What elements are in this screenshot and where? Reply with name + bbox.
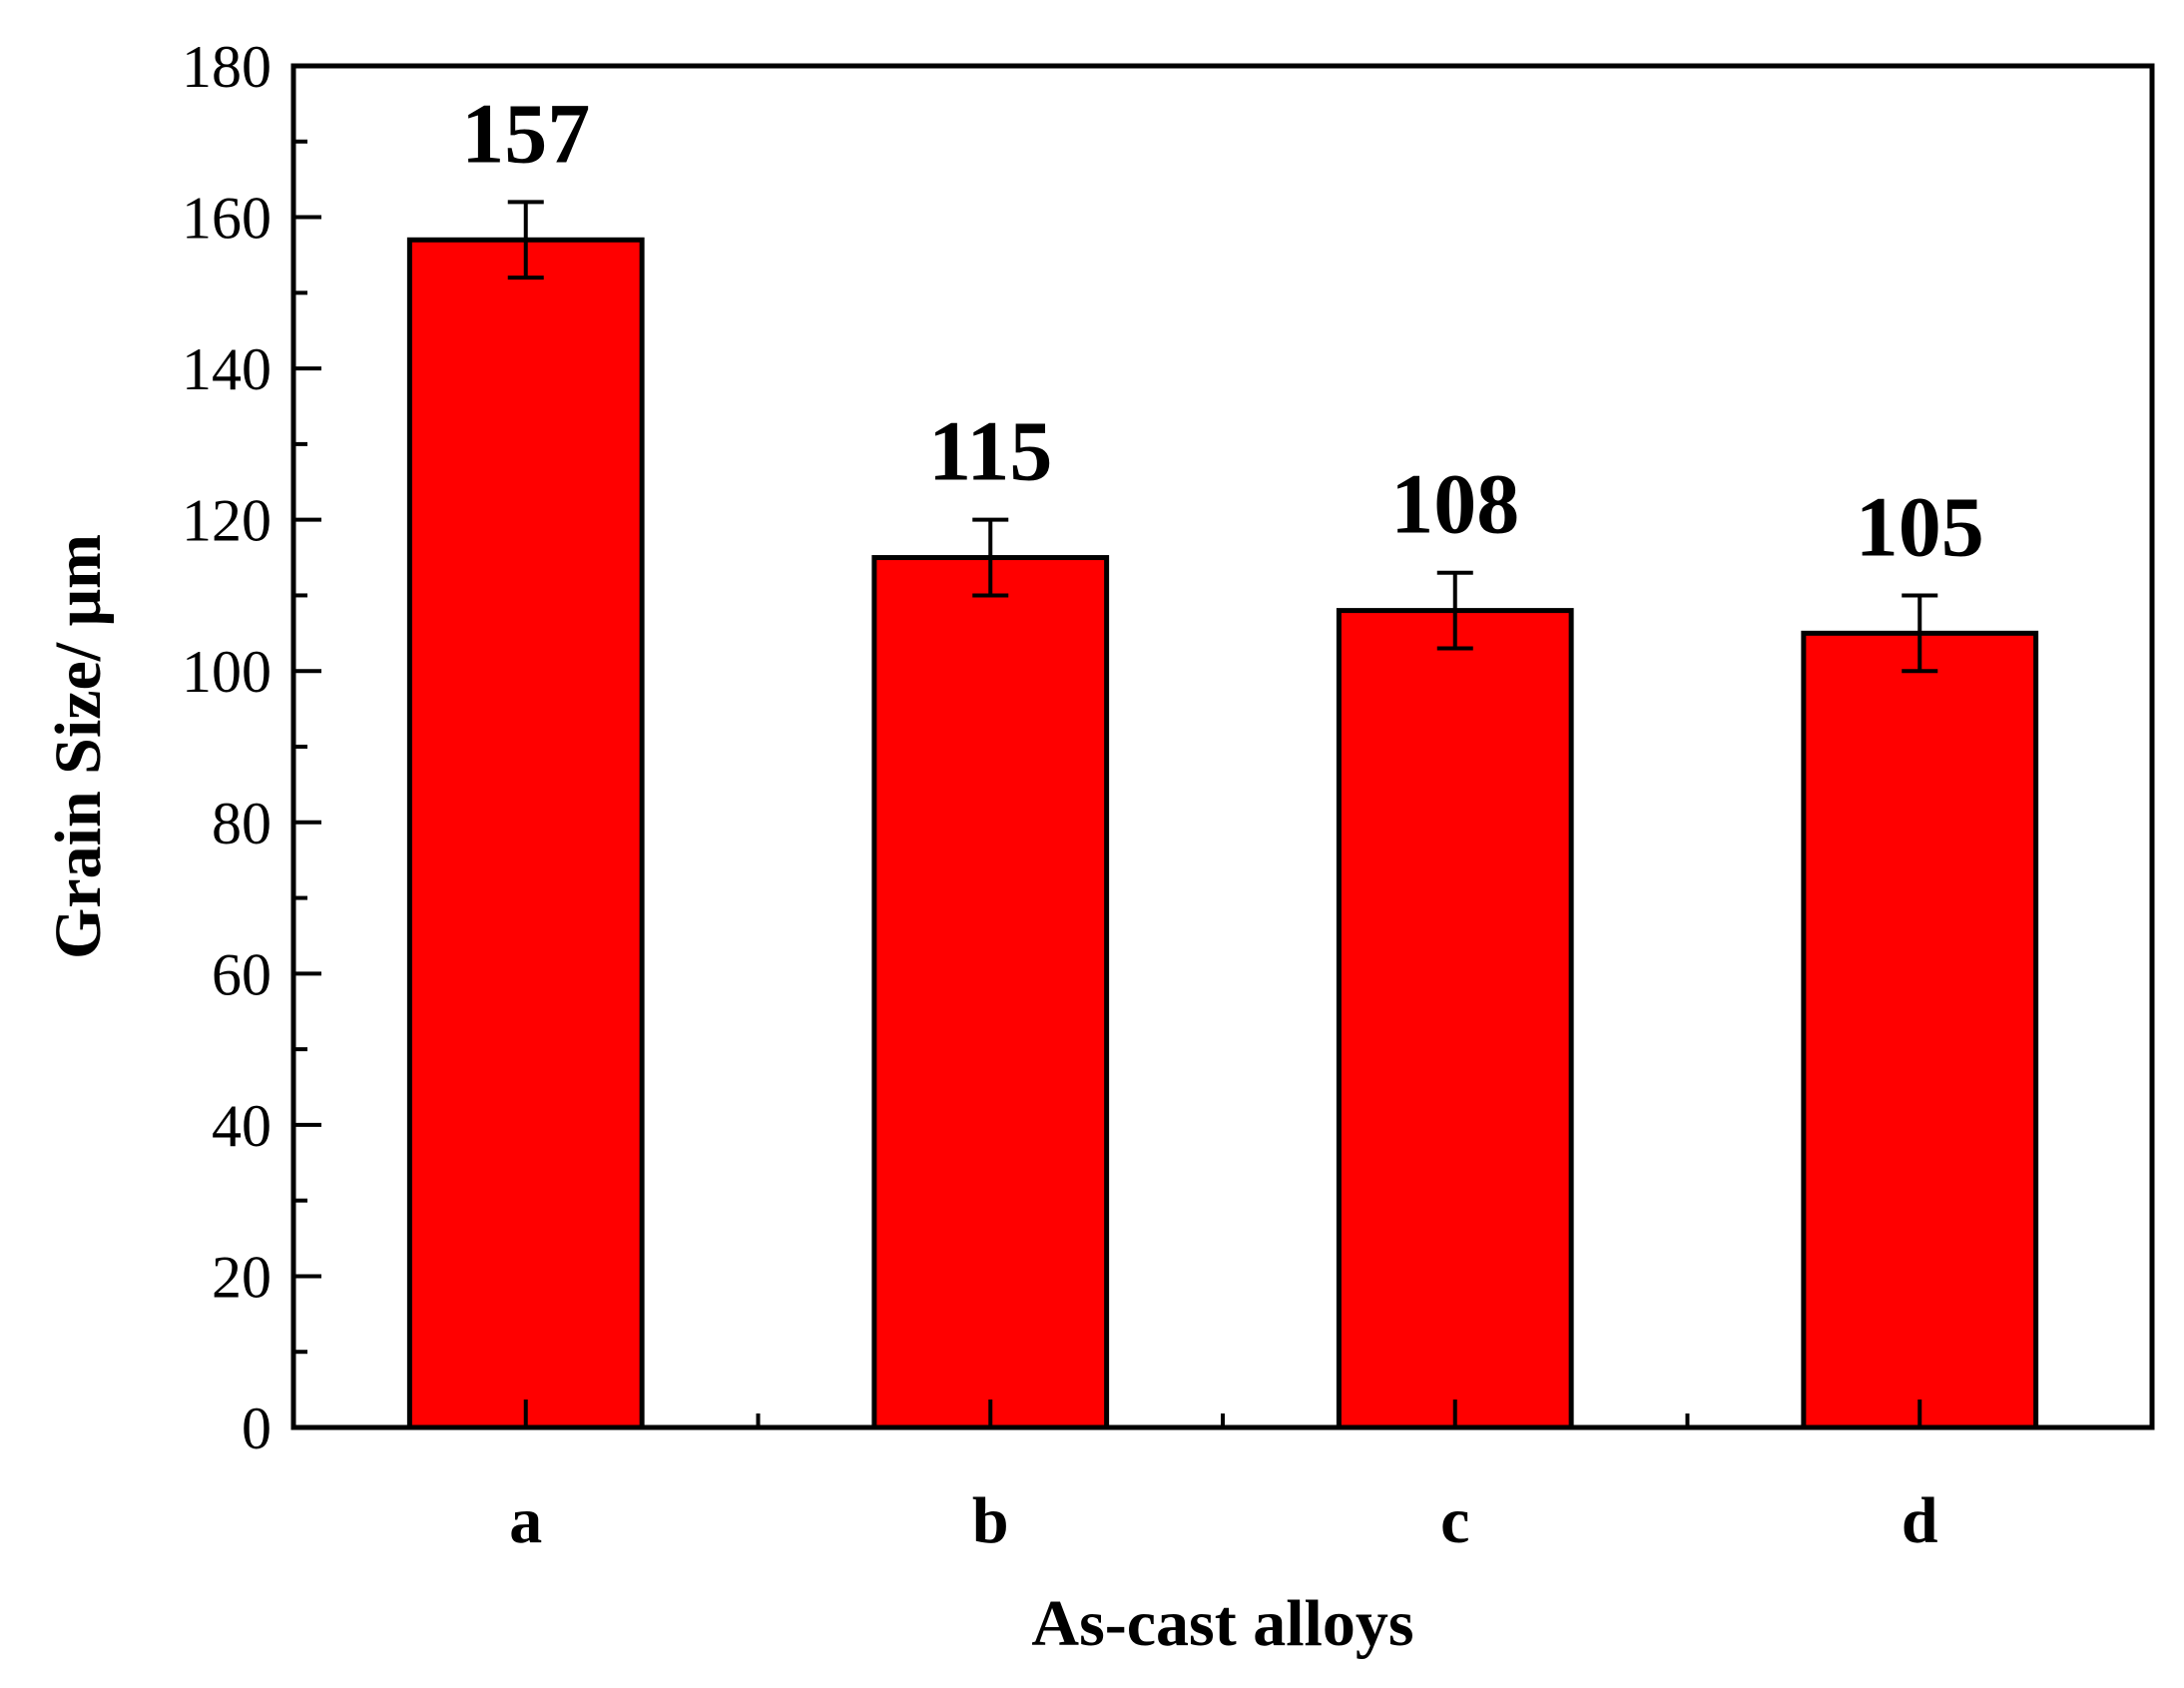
x-tick-label-d: d (1902, 1484, 1938, 1557)
y-axis-title: Grain Size/ μm (42, 534, 115, 959)
y-tick-label-120: 120 (182, 488, 272, 554)
x-axis-title: As-cast alloys (1031, 1587, 1413, 1660)
error-bar-d (1902, 593, 1938, 674)
y-tick-label-140: 140 (182, 336, 272, 402)
y-tick-label-40: 40 (212, 1093, 272, 1159)
bar-c (1336, 608, 1574, 1430)
error-bars-layer (507, 200, 1938, 674)
error-bar-b (972, 517, 1009, 598)
y-tick-label-60: 60 (212, 941, 272, 1007)
data-labels-layer: 157 115 108 105 (461, 85, 1984, 574)
y-axis-ticks (293, 64, 321, 1429)
y-tick-label-100: 100 (182, 639, 272, 705)
data-label-b: 115 (928, 403, 1052, 499)
bar-b (871, 555, 1110, 1430)
error-bar-c (1436, 570, 1473, 651)
x-tick-label-b: b (972, 1484, 1009, 1557)
y-tick-label-0: 0 (242, 1396, 272, 1461)
x-tick-label-c: c (1440, 1484, 1469, 1557)
y-tick-label-160: 160 (182, 186, 272, 252)
bars-layer (406, 237, 2039, 1430)
y-axis-tick-labels: 0 20 40 60 80 100 120 140 160 180 (182, 34, 272, 1461)
data-label-d: 105 (1856, 478, 1984, 574)
y-tick-label-180: 180 (182, 34, 272, 100)
x-tick-label-a: a (509, 1484, 542, 1557)
x-axis-tick-labels: a b c d (509, 1484, 1937, 1557)
bar-a (406, 237, 645, 1430)
error-bar-a (507, 200, 544, 281)
y-tick-label-80: 80 (212, 791, 272, 856)
data-label-c: 108 (1390, 456, 1519, 552)
data-label-a: 157 (461, 85, 590, 181)
x-axis-ticks (523, 1400, 1922, 1427)
bar-d (1801, 630, 2039, 1430)
y-tick-label-20: 20 (212, 1244, 272, 1310)
